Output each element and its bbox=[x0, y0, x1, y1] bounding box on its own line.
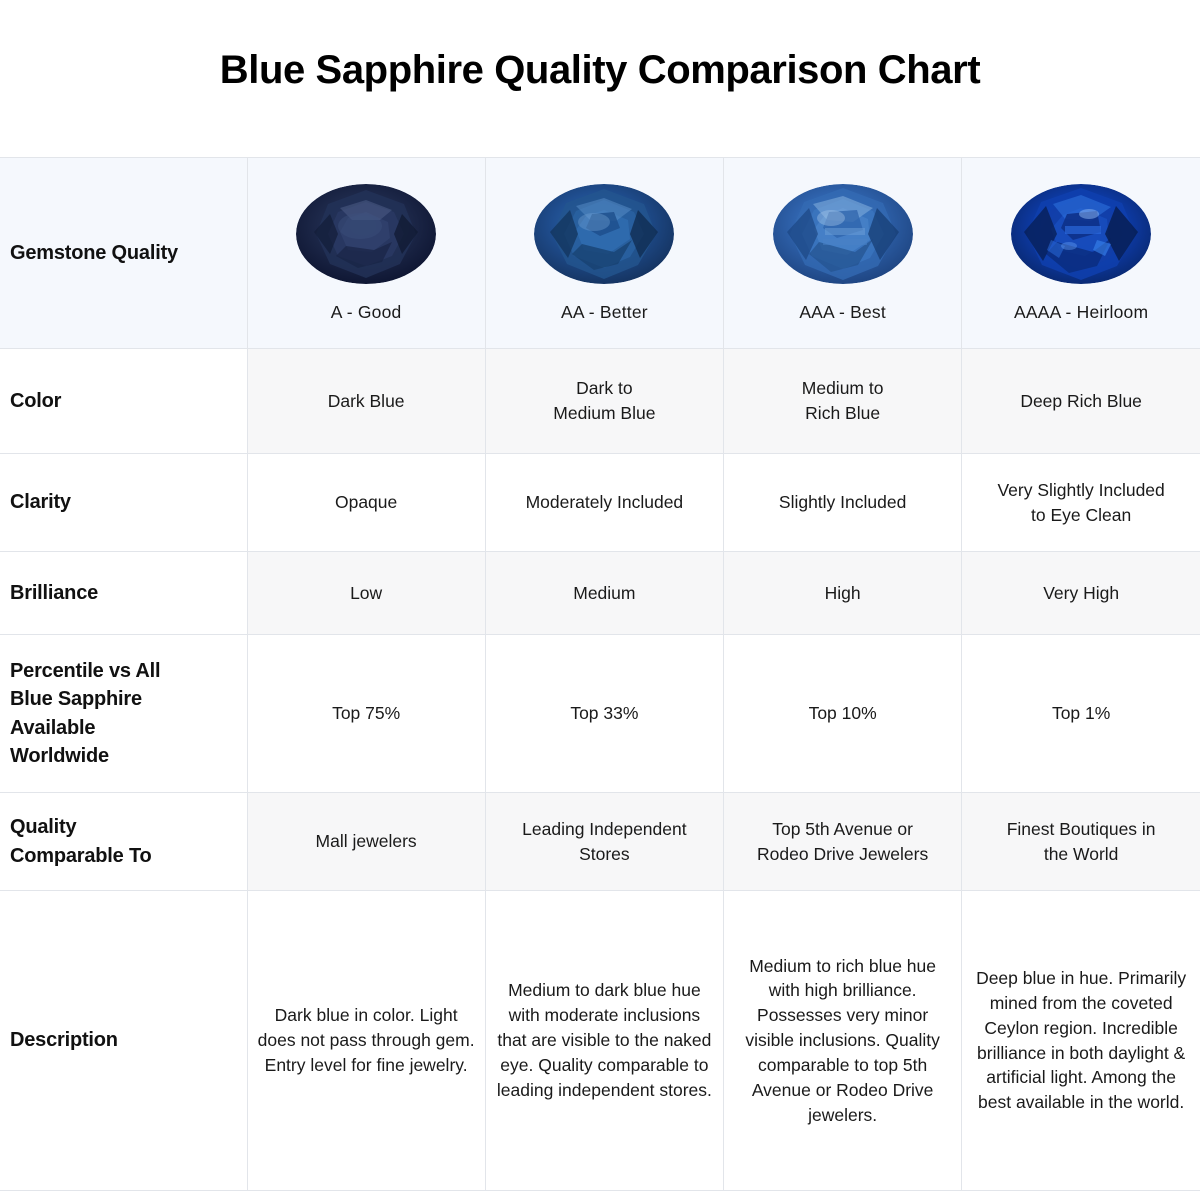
table-row-color: Color Dark Blue Dark to Medium Blue Medi… bbox=[0, 348, 1200, 454]
cell-brilliance-aaa: High bbox=[723, 551, 963, 635]
gem-label-aaa: AAA - Best bbox=[799, 301, 886, 322]
oval-sapphire-deep-rich-blue-icon bbox=[1011, 183, 1152, 284]
oval-sapphire-medium-rich-blue-icon bbox=[772, 183, 913, 284]
table-row-quality-comparable-to: Quality Comparable To Mall jewelers Lead… bbox=[0, 792, 1200, 891]
row-label-brilliance-text: Brilliance bbox=[10, 581, 99, 604]
cell-clarity-aa: Moderately Included bbox=[485, 453, 725, 552]
cell-percentile-aaaa: Top 1% bbox=[961, 634, 1200, 793]
cell-percentile-aa: Top 33% bbox=[485, 634, 725, 793]
cell-clarity-aaaa: Very Slightly Included to Eye Clean bbox=[961, 453, 1200, 552]
table-row-clarity: Clarity Opaque Moderately Included Sligh… bbox=[0, 453, 1200, 552]
gem-label-a: A - Good bbox=[330, 301, 402, 322]
oval-sapphire-dark-navy-icon bbox=[296, 183, 437, 284]
row-label-gemstone-quality-line1: Gemstone Quality bbox=[10, 241, 178, 264]
cell-description-aaaa: Deep blue in hue. Primarily mined from t… bbox=[961, 890, 1200, 1191]
cell-gemstone-a: A - Good bbox=[247, 157, 486, 349]
cell-color-aaa: Medium to Rich Blue bbox=[723, 348, 963, 454]
gem-label-aaaa: AAAA - Heirloom bbox=[1013, 301, 1149, 322]
cell-brilliance-aa: Medium bbox=[485, 551, 725, 635]
row-label-quality-comparable-to: Quality Comparable To bbox=[0, 792, 248, 891]
cell-gemstone-aaa: AAA - Best bbox=[723, 157, 963, 349]
table-row-gemstone-quality: Gemstone Quality bbox=[0, 157, 1200, 349]
row-label-percentile: Percentile vs All Blue Sapphire Availabl… bbox=[0, 634, 248, 793]
row-label-description-text: Description bbox=[10, 1029, 118, 1052]
cell-clarity-a: Opaque bbox=[247, 453, 486, 552]
row-label-color-text: Color bbox=[10, 389, 62, 412]
row-label-clarity-text: Clarity bbox=[10, 491, 71, 514]
cell-brilliance-aaaa: Very High bbox=[961, 551, 1200, 635]
row-label-description: Description bbox=[0, 890, 248, 1191]
table-row-percentile: Percentile vs All Blue Sapphire Availabl… bbox=[0, 634, 1200, 793]
cell-color-a: Dark Blue bbox=[247, 348, 486, 454]
quality-comparison-table: Gemstone Quality bbox=[0, 157, 1200, 1191]
cell-gemstone-aaaa: AAAA - Heirloom bbox=[961, 157, 1200, 349]
cell-percentile-a: Top 75% bbox=[247, 634, 486, 793]
oval-sapphire-dark-medium-blue-icon bbox=[534, 183, 675, 284]
table-row-description: Description Dark blue in color. Light do… bbox=[0, 890, 1200, 1191]
cell-percentile-aaa: Top 10% bbox=[723, 634, 963, 793]
cell-comparable-aaa: Top 5th Avenue or Rodeo Drive Jewelers bbox=[723, 792, 963, 891]
row-label-gemstone-quality: Gemstone Quality bbox=[0, 157, 248, 349]
table-row-brilliance: Brilliance Low Medium High Very High bbox=[0, 551, 1200, 635]
gem-label-aa: AA - Better bbox=[560, 301, 648, 322]
cell-comparable-aaaa: Finest Boutiques in the World bbox=[961, 792, 1200, 891]
cell-comparable-aa: Leading Independent Stores bbox=[485, 792, 725, 891]
cell-description-a: Dark blue in color. Light does not pass … bbox=[247, 890, 486, 1191]
cell-clarity-aaa: Slightly Included bbox=[723, 453, 963, 552]
cell-color-aa: Dark to Medium Blue bbox=[485, 348, 725, 454]
cell-comparable-a: Mall jewelers bbox=[247, 792, 486, 891]
cell-color-aaaa: Deep Rich Blue bbox=[961, 348, 1200, 454]
cell-gemstone-aa: AA - Better bbox=[485, 157, 725, 349]
row-label-color: Color bbox=[0, 348, 248, 454]
cell-brilliance-a: Low bbox=[247, 551, 486, 635]
row-label-brilliance: Brilliance bbox=[0, 551, 248, 635]
cell-description-aa: Medium to dark blue hue with moderate in… bbox=[485, 890, 725, 1191]
cell-description-aaa: Medium to rich blue hue with high brilli… bbox=[723, 890, 963, 1191]
page-title: Blue Sapphire Quality Comparison Chart bbox=[219, 48, 981, 92]
row-label-clarity: Clarity bbox=[0, 453, 248, 552]
